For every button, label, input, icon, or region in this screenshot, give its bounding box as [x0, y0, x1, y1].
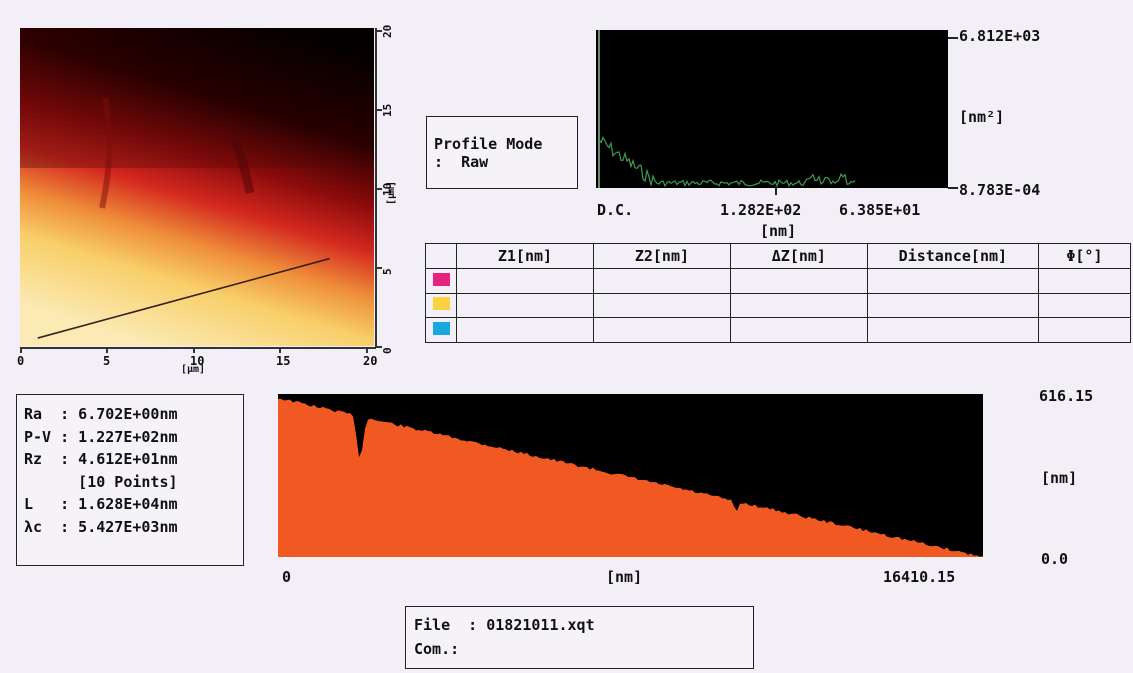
table-cell [456, 267, 594, 294]
profile-x-max: 16410.15 [883, 568, 956, 586]
table-cell [729, 267, 868, 294]
table-header-distance: Distance[nm] [866, 243, 1039, 269]
table-cell [866, 317, 1039, 343]
table-row[interactable] [425, 292, 1132, 319]
image-x-tick-mark [193, 347, 195, 353]
image-x-tick-mark [106, 347, 108, 353]
cursor-color-magenta[interactable] [425, 267, 457, 294]
table-cell [592, 292, 731, 319]
table-cell [1037, 317, 1132, 343]
image-x-tick: 10 [190, 354, 205, 368]
table-row[interactable] [425, 267, 1132, 294]
spectrum-x-mid: 1.282E+02 [720, 201, 802, 219]
spectrum-y-unit: [nm²] [959, 108, 1005, 126]
comment: Com.: [414, 640, 460, 658]
table-cell [592, 317, 731, 343]
image-x-tick: 5 [103, 354, 111, 368]
spectrum-x-dc: D.C. [597, 201, 634, 219]
table-cell [866, 292, 1039, 319]
profile-mode-value: : Raw [434, 153, 489, 171]
measurement-table: Z1[nm] Z2[nm] ΔZ[nm] Distance[nm] Φ[°] [425, 243, 1132, 343]
image-y-tick-mark [376, 30, 382, 32]
image-x-tick-mark [366, 347, 368, 353]
stat-cutoff: λc : 5.427E+03nm [24, 517, 178, 536]
profile-mode-box: Profile Mode : Raw [426, 116, 578, 189]
yellow-swatch [432, 297, 450, 311]
table-header-z2: Z2[nm] [592, 243, 731, 269]
table-header-color [425, 243, 457, 269]
table-row[interactable] [425, 317, 1132, 343]
profile-x-unit: [nm] [606, 568, 643, 586]
image-y-unit: [µm] [386, 180, 397, 205]
profile-x-min: 0 [282, 568, 292, 586]
table-cell [456, 317, 594, 343]
stat-length: L : 1.628E+04nm [24, 495, 178, 513]
roughness-stats-box: Ra : 6.702E+00nm P-V : 1.227E+02nm Rz : … [16, 394, 244, 566]
image-x-tick-mark [20, 347, 22, 353]
profile-fill [278, 398, 983, 557]
profile-y-unit: [nm] [1041, 469, 1078, 487]
image-y-tick-mark [376, 346, 382, 348]
table-cell [729, 292, 868, 319]
spectrum-ymax-tick [948, 37, 958, 39]
table-cell [729, 317, 868, 343]
spectrum-plot [596, 30, 948, 188]
table-header-z1: Z1[nm] [456, 243, 594, 269]
spectrum-y-max: 6.812E+03 [959, 27, 1041, 45]
table-header-dz: ΔZ[nm] [729, 243, 868, 269]
image-x-axis [20, 347, 376, 349]
cursor-color-yellow[interactable] [425, 292, 457, 319]
image-x-tick: 0 [17, 354, 25, 368]
spectrum-svg [598, 30, 856, 188]
table-cell [866, 267, 1039, 294]
height-image[interactable] [20, 28, 374, 346]
cyan-swatch [432, 322, 450, 336]
image-y-tick-mark [376, 188, 382, 190]
stat-rz: Rz : 4.612E+01nm [24, 450, 178, 468]
spectrum-y-min: 8.783E-04 [959, 181, 1041, 199]
image-y-tick-mark [376, 109, 382, 111]
image-y-tick: 15 [381, 103, 394, 117]
spectrum-x-right: 6.385E+01 [839, 201, 921, 219]
table-header-phi: Φ[°] [1037, 243, 1132, 269]
spectrum-ymin-tick [948, 187, 958, 189]
spectrum-x-unit: [nm] [760, 222, 797, 240]
stat-ra: Ra : 6.702E+00nm [24, 405, 178, 423]
stat-pv: P-V : 1.227E+02nm [24, 427, 178, 446]
image-y-tick-mark [376, 267, 382, 269]
image-y-tick: 20 [381, 24, 394, 38]
magenta-swatch [432, 272, 450, 286]
profile-y-max: 616.15 [1039, 387, 1094, 405]
spectrum-mid-tick [775, 188, 777, 195]
spectrum-line [598, 136, 856, 188]
profile-y-min: 0.0 [1041, 550, 1069, 568]
image-x-tick: 20 [363, 354, 378, 368]
table-cell [456, 292, 594, 319]
cursor-color-cyan[interactable] [425, 317, 457, 343]
image-y-tick: 0 [381, 347, 394, 354]
image-y-tick: 5 [381, 268, 394, 275]
profile-plot[interactable] [278, 394, 983, 557]
profile-svg [278, 394, 983, 557]
image-x-unit: [µm] [181, 364, 206, 375]
table-cell [1037, 292, 1132, 319]
file-name: File : 01821011.xqt [414, 616, 595, 634]
table-cell [1037, 267, 1132, 294]
image-x-tick: 15 [276, 354, 291, 368]
height-image-svg [20, 28, 374, 346]
table-cell [592, 267, 731, 294]
profile-mode-label: Profile Mode [434, 135, 543, 153]
image-x-tick-mark [279, 347, 281, 353]
stat-rz-points: [10 Points] [24, 472, 178, 491]
file-info-box: File : 01821011.xqt Com.: [405, 606, 754, 669]
table-header-row: Z1[nm] Z2[nm] ΔZ[nm] Distance[nm] Φ[°] [425, 243, 1132, 269]
profile-line[interactable] [37, 257, 330, 339]
